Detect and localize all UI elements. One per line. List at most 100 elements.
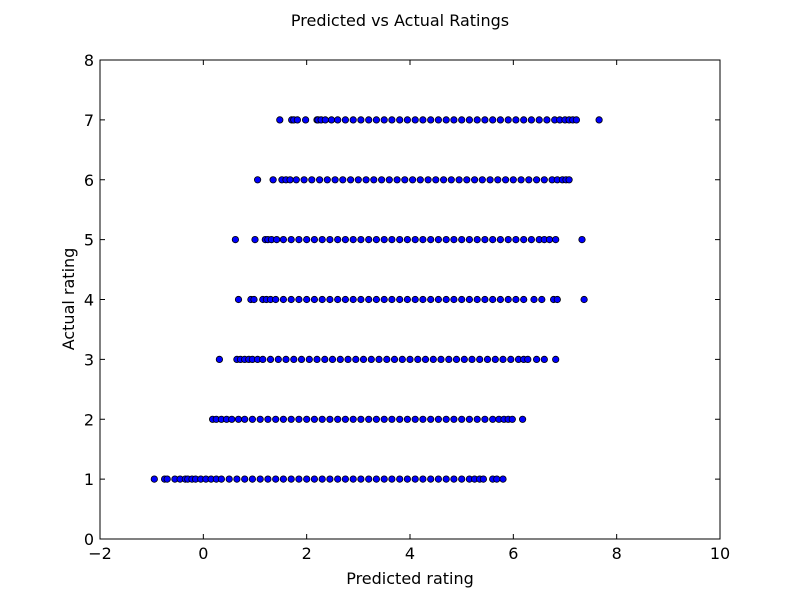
- data-point: [279, 475, 287, 483]
- data-point: [308, 176, 316, 184]
- data-point: [279, 295, 287, 304]
- data-point: [496, 295, 504, 304]
- data-point: [403, 295, 411, 304]
- data-point: [346, 176, 355, 184]
- data-point: [442, 475, 450, 483]
- data-point: [481, 415, 489, 423]
- data-point: [326, 236, 334, 244]
- data-point: [447, 176, 455, 184]
- data-point: [473, 236, 481, 244]
- data-point: [272, 295, 280, 304]
- data-point: [479, 475, 487, 483]
- data-point: [565, 176, 573, 184]
- data-point: [248, 415, 256, 423]
- data-point: [520, 236, 528, 244]
- data-point: [439, 176, 448, 184]
- data-point: [290, 355, 298, 363]
- data-point: [427, 415, 435, 423]
- data-point: [228, 415, 236, 423]
- data-point: [225, 475, 233, 483]
- data-point: [452, 355, 461, 363]
- data-point: [468, 355, 476, 363]
- data-point: [372, 236, 380, 244]
- data-point: [460, 355, 468, 363]
- data-point: [349, 415, 357, 423]
- data-point: [313, 355, 321, 363]
- data-point: [465, 415, 473, 423]
- data-point: [231, 236, 239, 244]
- data-point: [427, 475, 435, 483]
- data-point: [419, 295, 427, 304]
- data-point: [272, 415, 280, 423]
- data-point: [303, 236, 311, 244]
- data-point: [380, 295, 388, 304]
- data-point: [489, 415, 497, 423]
- data-point: [411, 295, 419, 304]
- data-point: [465, 116, 473, 124]
- data-point: [491, 355, 499, 363]
- data-point: [396, 116, 404, 124]
- y-tick-label: 7: [84, 111, 94, 130]
- data-point: [450, 475, 458, 483]
- x-tick-label: 10: [710, 544, 730, 563]
- data-point: [334, 415, 342, 423]
- y-tick-label: 6: [84, 171, 94, 190]
- data-point: [380, 236, 388, 244]
- data-point: [269, 176, 277, 184]
- data-point: [365, 116, 373, 124]
- data-point: [287, 236, 295, 244]
- data-point: [276, 116, 284, 124]
- data-point: [349, 116, 357, 124]
- data-point: [496, 236, 504, 244]
- data-point: [385, 176, 393, 184]
- data-point: [421, 355, 430, 363]
- data-point: [321, 116, 329, 124]
- data-point: [442, 236, 450, 244]
- data-point: [450, 415, 458, 423]
- data-point: [365, 475, 373, 483]
- data-point: [455, 176, 463, 184]
- data-point: [359, 355, 368, 363]
- data-point: [419, 475, 427, 483]
- data-point: [357, 475, 365, 483]
- data-point: [429, 355, 437, 363]
- data-point: [326, 475, 334, 483]
- data-point: [388, 475, 396, 483]
- data-point: [352, 355, 360, 363]
- data-point: [301, 116, 310, 124]
- data-point: [303, 415, 311, 423]
- data-point: [292, 176, 300, 184]
- data-point: [532, 176, 541, 184]
- data-point: [496, 116, 504, 124]
- data-point: [532, 355, 541, 363]
- data-point: [259, 355, 267, 363]
- data-point: [476, 355, 484, 363]
- data-point: [295, 415, 303, 423]
- data-point: [357, 116, 365, 124]
- data-point: [334, 475, 342, 483]
- data-point: [372, 116, 380, 124]
- data-point: [427, 295, 435, 304]
- data-point: [481, 295, 489, 304]
- data-point: [553, 295, 561, 304]
- data-point: [310, 475, 318, 483]
- data-point: [489, 236, 497, 244]
- data-point: [287, 295, 295, 304]
- data-point: [414, 355, 422, 363]
- data-point: [241, 475, 249, 483]
- data-point: [323, 176, 331, 184]
- data-point: [264, 415, 272, 423]
- data-point: [494, 176, 502, 184]
- data-point: [372, 295, 380, 304]
- data-point: [310, 415, 318, 423]
- data-point: [287, 415, 295, 423]
- x-tick-label: 2: [302, 544, 312, 563]
- data-point: [250, 295, 258, 304]
- data-point: [411, 415, 419, 423]
- data-point: [396, 415, 404, 423]
- x-tick-label: 6: [508, 544, 518, 563]
- data-point: [473, 415, 481, 423]
- x-tick-label: 0: [198, 544, 208, 563]
- data-points: [150, 116, 603, 483]
